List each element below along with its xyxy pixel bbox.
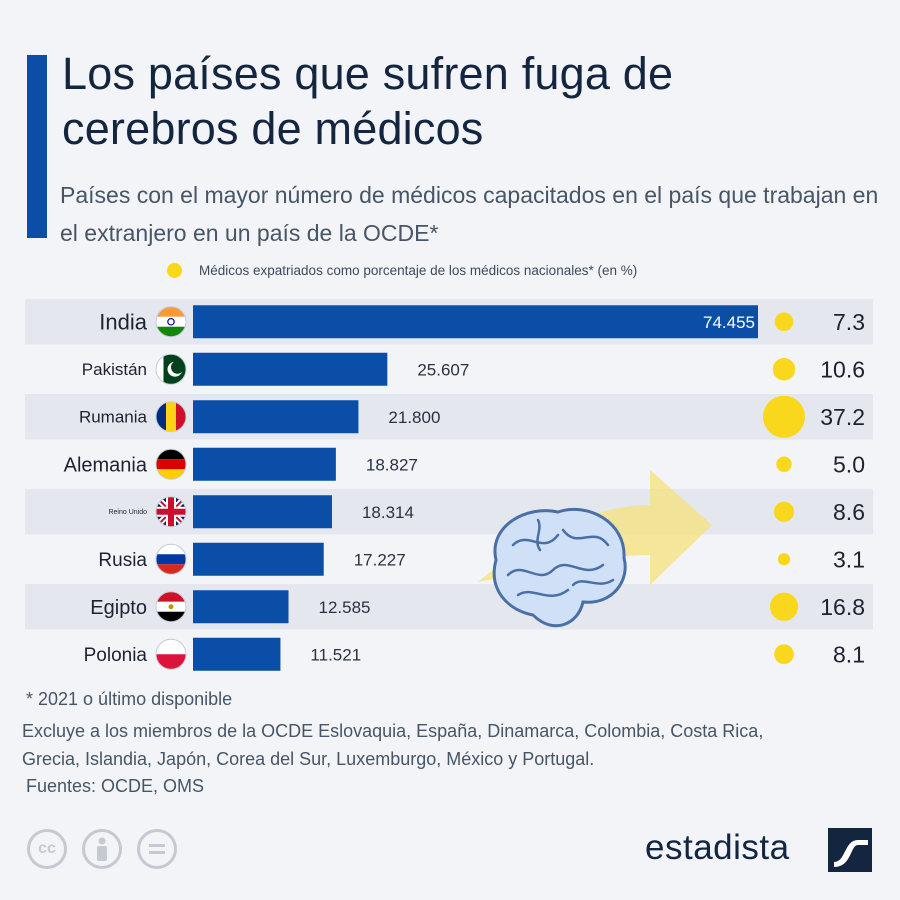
value-label-india: 74.455 xyxy=(703,313,755,332)
exclusion-note: Excluye a los miembros de la OCDE Eslova… xyxy=(22,721,764,769)
bar-reino-unido xyxy=(193,495,332,529)
percent-dot-pakistan xyxy=(772,358,796,381)
value-label-rusia: 17.227 xyxy=(354,550,406,569)
bar-alemania xyxy=(193,447,336,481)
value-label-pakistan: 25.607 xyxy=(417,360,469,379)
category-label-pakistan: Pakistán xyxy=(82,360,147,379)
percent-label-rumania: 37.2 xyxy=(820,404,865,430)
percent-label-alemania: 5.0 xyxy=(833,451,865,477)
russia-flag-icon xyxy=(155,543,187,575)
brain-icon xyxy=(492,507,627,628)
pakistan-flag-icon xyxy=(155,353,187,385)
percent-dot-rusia xyxy=(777,553,791,566)
legend: Médicos expatriados como porcentaje de l… xyxy=(167,263,637,278)
percent-dot-polonia xyxy=(774,644,794,665)
germany-flag-icon xyxy=(155,448,187,480)
legend-dot-icon xyxy=(167,263,182,278)
sources: Fuentes: OCDE, OMS xyxy=(26,776,205,796)
poland-flag-icon xyxy=(155,638,187,670)
value-label-polonia: 11.521 xyxy=(310,645,361,664)
bar-rusia xyxy=(193,542,324,576)
row-band-egipto xyxy=(25,584,873,630)
percent-label-rusia: 3.1 xyxy=(833,546,865,572)
cc-icon[interactable]: cc xyxy=(27,829,67,869)
value-label-egipto: 12.585 xyxy=(319,598,371,617)
percent-label-egipto: 16.8 xyxy=(820,594,865,620)
attribution-icon[interactable] xyxy=(82,829,122,869)
percent-label-pakistan: 10.6 xyxy=(820,356,865,382)
category-label-rumania: Rumania xyxy=(79,408,148,427)
percent-dot-india xyxy=(774,312,794,332)
page-title: Los países que sufren fuga de cerebros d… xyxy=(62,48,674,154)
bar-polonia xyxy=(193,637,281,671)
legend-label: Médicos expatriados como porcentaje de l… xyxy=(199,263,638,278)
chart-decoration xyxy=(478,470,712,628)
value-label-reino-unido: 18.314 xyxy=(362,503,414,522)
value-label-alemania: 18.827 xyxy=(366,455,418,474)
brand-logo-icon[interactable] xyxy=(828,828,872,872)
accent-bar xyxy=(27,55,47,238)
percent-dot-egipto xyxy=(769,592,799,621)
category-label-alemania: Alemania xyxy=(64,454,148,476)
no-derivatives-icon[interactable] xyxy=(137,829,177,869)
category-label-india: India xyxy=(99,309,147,334)
row-band-rumania xyxy=(25,394,873,440)
cc-icon-label: cc xyxy=(38,840,56,857)
bar-pakistan xyxy=(193,352,388,386)
footnote: * 2021 o último disponible xyxy=(26,689,233,709)
row-band-reino-unido xyxy=(25,489,873,535)
category-label-polonia: Polonia xyxy=(84,645,148,666)
chart-rows: India 74.455 7.3 Pakistán 25.607 10.6 Rumania 2… xyxy=(25,299,873,671)
category-label-egipto: Egipto xyxy=(90,597,147,619)
percent-label-polonia: 8.1 xyxy=(833,641,865,667)
value-label-rumania: 21.800 xyxy=(388,408,440,427)
bar-chart: India 74.455 7.3 Pakistán 25.607 10.6 Rumania 2… xyxy=(25,299,873,671)
page-subtitle: Países con el mayor número de médicos ca… xyxy=(60,182,879,246)
category-label-reino-unido: Reino Unido xyxy=(108,509,147,516)
percent-label-reino-unido: 8.6 xyxy=(833,499,865,525)
brand-name[interactable]: estadista xyxy=(645,828,790,867)
egypt-flag-icon xyxy=(155,591,187,623)
percent-dot-alemania xyxy=(776,456,792,472)
romania-flag-icon xyxy=(155,401,187,433)
bar-india xyxy=(193,305,758,339)
percent-dot-rumania xyxy=(762,395,806,438)
uk-flag-icon xyxy=(155,496,187,528)
india-flag-icon xyxy=(155,306,187,338)
category-label-rusia: Rusia xyxy=(98,550,147,571)
bar-egipto xyxy=(193,590,289,624)
percent-label-india: 7.3 xyxy=(833,309,865,335)
bar-rumania xyxy=(193,400,359,434)
percent-dot-reino-unido xyxy=(773,501,795,522)
